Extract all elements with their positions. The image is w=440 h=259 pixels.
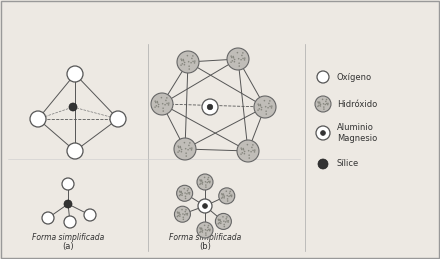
Circle shape	[242, 148, 244, 149]
Circle shape	[190, 62, 192, 63]
Circle shape	[178, 212, 180, 214]
Circle shape	[260, 109, 262, 111]
Circle shape	[184, 211, 186, 212]
Text: Hidróxido: Hidróxido	[337, 99, 377, 109]
Circle shape	[318, 159, 328, 169]
Text: Sílice: Sílice	[337, 160, 359, 169]
Circle shape	[200, 180, 201, 182]
Circle shape	[323, 108, 325, 110]
Circle shape	[201, 179, 202, 181]
Circle shape	[202, 183, 203, 185]
Circle shape	[200, 231, 202, 232]
Circle shape	[186, 193, 188, 195]
Circle shape	[188, 61, 190, 62]
Circle shape	[187, 55, 188, 56]
Text: Forma simplificada: Forma simplificada	[32, 233, 104, 241]
Circle shape	[244, 57, 246, 59]
Circle shape	[176, 216, 178, 217]
Circle shape	[251, 147, 253, 148]
Circle shape	[325, 100, 326, 102]
Circle shape	[174, 138, 196, 160]
Circle shape	[208, 229, 209, 230]
Circle shape	[326, 103, 327, 104]
Circle shape	[234, 61, 235, 62]
Circle shape	[267, 107, 269, 109]
Circle shape	[222, 196, 224, 198]
Circle shape	[194, 62, 195, 64]
Circle shape	[151, 93, 173, 115]
Circle shape	[186, 155, 187, 157]
Circle shape	[155, 102, 157, 103]
Circle shape	[229, 192, 231, 194]
Circle shape	[225, 221, 227, 223]
Circle shape	[322, 99, 323, 100]
Circle shape	[202, 231, 203, 233]
Circle shape	[218, 220, 220, 221]
Circle shape	[183, 142, 185, 143]
Circle shape	[271, 107, 272, 109]
Circle shape	[209, 182, 211, 183]
Circle shape	[205, 232, 207, 234]
Circle shape	[166, 97, 168, 99]
Circle shape	[265, 106, 267, 107]
Circle shape	[230, 191, 231, 192]
Circle shape	[187, 188, 189, 190]
Circle shape	[240, 59, 242, 61]
Circle shape	[254, 151, 255, 153]
Circle shape	[205, 229, 206, 231]
Circle shape	[181, 209, 183, 210]
Circle shape	[180, 146, 181, 147]
Circle shape	[64, 200, 72, 208]
Circle shape	[317, 71, 329, 83]
Circle shape	[327, 103, 329, 104]
Circle shape	[180, 58, 182, 60]
Circle shape	[165, 100, 167, 101]
Circle shape	[110, 111, 126, 127]
Circle shape	[185, 213, 187, 214]
Circle shape	[231, 195, 232, 196]
Circle shape	[187, 190, 188, 191]
Circle shape	[227, 48, 249, 70]
Circle shape	[184, 192, 186, 194]
Circle shape	[180, 191, 181, 193]
Circle shape	[178, 212, 180, 213]
Circle shape	[238, 65, 240, 67]
Circle shape	[202, 182, 203, 183]
Circle shape	[209, 230, 211, 232]
Circle shape	[231, 60, 233, 62]
Circle shape	[248, 150, 249, 152]
Circle shape	[174, 206, 191, 222]
Circle shape	[178, 147, 180, 148]
Circle shape	[222, 216, 224, 218]
Circle shape	[264, 100, 265, 102]
Circle shape	[168, 104, 169, 106]
Circle shape	[202, 204, 207, 208]
Circle shape	[162, 103, 163, 104]
Circle shape	[187, 213, 188, 214]
Circle shape	[254, 149, 256, 151]
Circle shape	[260, 104, 261, 105]
Circle shape	[157, 101, 158, 102]
Circle shape	[179, 150, 180, 152]
Circle shape	[324, 104, 326, 105]
Circle shape	[227, 221, 229, 223]
Circle shape	[259, 108, 260, 110]
Circle shape	[227, 198, 228, 200]
Circle shape	[234, 59, 235, 60]
Text: Oxígeno: Oxígeno	[337, 73, 372, 82]
Circle shape	[232, 56, 234, 57]
Circle shape	[244, 59, 246, 61]
Circle shape	[183, 59, 184, 60]
Circle shape	[177, 151, 179, 153]
Circle shape	[242, 57, 244, 59]
Circle shape	[224, 226, 225, 227]
Circle shape	[191, 58, 193, 59]
Circle shape	[177, 145, 179, 147]
Circle shape	[207, 227, 209, 228]
Circle shape	[257, 103, 259, 105]
Circle shape	[221, 197, 223, 199]
Circle shape	[182, 213, 184, 215]
Circle shape	[179, 190, 180, 192]
Circle shape	[181, 60, 183, 61]
